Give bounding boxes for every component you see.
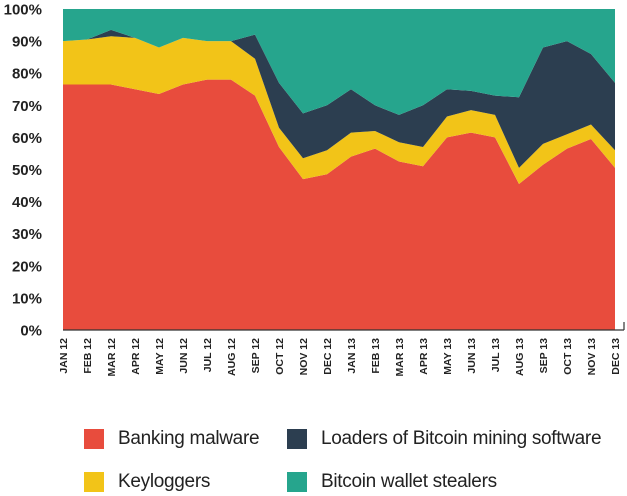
x-tick-label: SEP 12: [250, 338, 262, 374]
area-keyloggers: [63, 36, 615, 184]
y-tick-label: 30%: [12, 226, 42, 243]
x-tick-label: JUN 12: [178, 338, 190, 374]
y-axis-ticks: 0% 10% 20% 30% 40% 50% 60% 70% 80% 90% 100%: [4, 2, 42, 340]
y-tick-label: 40%: [12, 194, 42, 211]
area-bitcoin-wallet-stealers: [63, 9, 615, 115]
area-banking-malware: [63, 79, 615, 331]
x-tick-label: OCT 12: [274, 338, 286, 375]
x-tick-label: APR 13: [418, 338, 430, 375]
area-loaders-of-bitcoin-mining-software: [63, 29, 615, 168]
x-tick-label: FEB 12: [82, 338, 94, 374]
x-tick-label: AUG 13: [514, 338, 526, 376]
x-tick-label: JAN 13: [346, 338, 358, 374]
x-tick-label: APR 12: [130, 338, 142, 375]
x-tick-label: MAY 12: [154, 338, 166, 375]
y-tick-label: 0%: [20, 323, 42, 340]
y-tick-label: 20%: [12, 258, 42, 275]
x-axis-ticks: JAN 12 FEB 12 MAR 12 APR 12 MAY 12 JUN 12 JUL …: [58, 338, 622, 377]
x-tick-label: SEP 13: [538, 338, 550, 374]
x-tick-label: JUL 13: [490, 338, 502, 372]
x-tick-label: FEB 13: [370, 338, 382, 374]
y-tick-label: 80%: [12, 66, 42, 83]
x-tick-label: JUL 12: [202, 338, 214, 372]
x-tick-label: DEC 13: [610, 338, 622, 375]
x-tick-label: DEC 12: [322, 338, 334, 375]
axes: [63, 322, 625, 331]
y-tick-label: 10%: [12, 290, 42, 307]
y-tick-label: 50%: [12, 162, 42, 179]
x-tick-label: JAN 12: [58, 338, 70, 374]
y-tick-label: 90%: [12, 34, 42, 51]
x-tick-label: MAY 13: [442, 338, 454, 375]
x-tick-label: AUG 12: [226, 338, 238, 376]
y-tick-label: 100%: [4, 2, 42, 19]
x-tick-label: OCT 13: [562, 338, 574, 375]
x-tick-label: NOV 12: [298, 338, 310, 376]
x-tick-label: JUN 13: [466, 338, 478, 374]
x-tick-label: MAR 12: [106, 338, 118, 377]
x-tick-label: NOV 13: [586, 338, 598, 376]
y-tick-label: 60%: [12, 130, 42, 147]
area-layers: [63, 9, 615, 331]
y-tick-label: 70%: [12, 98, 42, 115]
x-tick-label: MAR 13: [394, 338, 406, 377]
